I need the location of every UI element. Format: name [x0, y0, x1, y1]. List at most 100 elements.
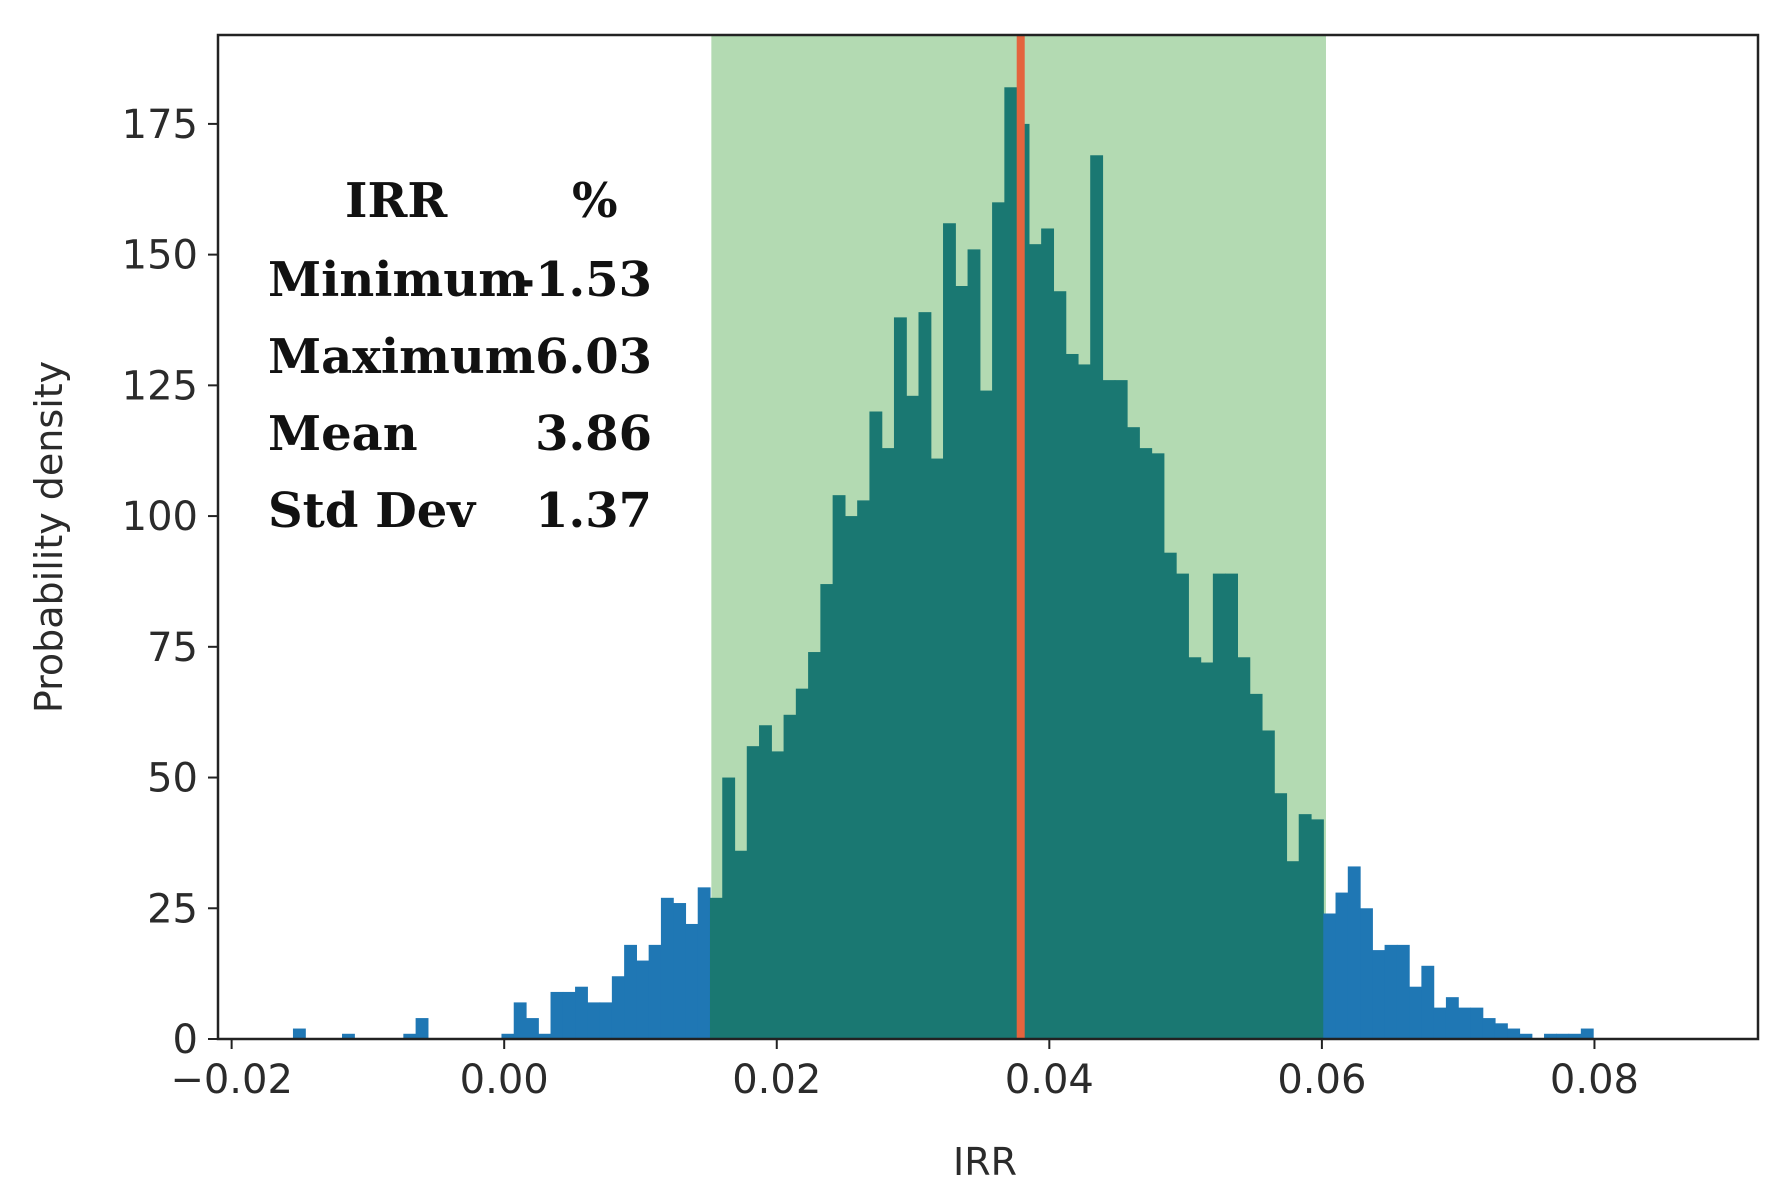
histogram-bar: [1580, 1028, 1594, 1039]
histogram-bar: [1053, 291, 1067, 1040]
stats-max-value: 6.03: [535, 329, 652, 385]
histogram-bar: [893, 317, 907, 1039]
histogram-bar: [1298, 814, 1312, 1039]
histogram-bar: [1347, 866, 1361, 1039]
x-tick-label: 0.00: [460, 1057, 549, 1103]
histogram-bar: [538, 1033, 552, 1039]
histogram-bar: [1077, 364, 1091, 1039]
y-tick-label: 25: [147, 886, 198, 932]
histogram-bar: [1151, 453, 1165, 1039]
histogram-bar: [1470, 1007, 1484, 1039]
stats-min-value: -1.53: [515, 252, 652, 308]
histogram-bar: [1163, 552, 1177, 1039]
x-tick-label: 0.08: [1550, 1057, 1639, 1103]
histogram-bar: [979, 390, 993, 1039]
histogram-bar: [292, 1028, 306, 1039]
x-tick-label: 0.04: [1005, 1057, 1094, 1103]
histogram-bar: [1360, 908, 1373, 1039]
histogram-bar: [1237, 657, 1251, 1039]
stats-header-label: IRR: [345, 173, 448, 229]
histogram-bar: [955, 286, 969, 1039]
histogram-bar: [1188, 657, 1202, 1039]
histogram-bar: [722, 777, 736, 1039]
histogram-bar: [1127, 427, 1140, 1039]
histogram-bar: [943, 223, 956, 1039]
x-tick-label: −0.02: [170, 1057, 293, 1103]
histogram-bar: [697, 887, 711, 1039]
histogram-bar: [685, 923, 699, 1039]
histogram-bar: [906, 395, 920, 1039]
stats-header-unit: %: [572, 173, 618, 229]
histogram-bar: [1384, 944, 1398, 1039]
histogram-bar: [759, 725, 772, 1039]
histogram-bar: [1335, 892, 1349, 1039]
histogram-bar: [820, 584, 834, 1039]
histogram-bar: [1176, 573, 1189, 1039]
stats-table: IRR % Minimum -1.53 Maximum 6.03 Mean 3.…: [268, 173, 652, 539]
stats-mean-label: Mean: [268, 406, 418, 462]
histogram-bar: [930, 458, 944, 1039]
histogram-bar: [1274, 793, 1288, 1039]
x-axis-label: IRR: [953, 1140, 1017, 1184]
histogram-bar: [746, 746, 760, 1039]
y-tick-label: 175: [122, 102, 198, 148]
histogram-bar: [808, 652, 821, 1039]
histogram-bar: [1445, 997, 1459, 1039]
stats-min-label: Minimum: [268, 252, 529, 308]
histogram-bar: [1004, 87, 1018, 1039]
histogram-bar: [403, 1033, 417, 1039]
histogram-bar: [1409, 986, 1422, 1039]
histogram-bar: [1568, 1033, 1582, 1039]
histogram-bar: [513, 1002, 527, 1039]
y-tick-label: 125: [122, 363, 198, 409]
histogram-bar: [1421, 965, 1435, 1039]
y-tick-label: 50: [147, 756, 198, 802]
y-axis-ticks: 0 25 50 75 100 125 150 175: [122, 102, 218, 1063]
histogram-bar: [844, 516, 858, 1039]
histogram-bar: [648, 944, 662, 1039]
histogram-bar: [1556, 1033, 1570, 1039]
histogram-bar: [1396, 944, 1410, 1039]
histogram-bar: [550, 991, 564, 1039]
histogram-bar: [673, 903, 687, 1039]
histogram-bar: [1286, 861, 1300, 1039]
histogram-bar: [1482, 1018, 1496, 1039]
histogram-bar: [918, 312, 932, 1039]
stats-mean-value: 3.86: [535, 406, 652, 462]
histogram-bar: [1261, 730, 1275, 1039]
histogram-bar: [575, 986, 588, 1039]
stats-std-label: Std Dev: [268, 483, 477, 539]
stats-std-value: 1.37: [535, 483, 652, 539]
histogram-bar: [587, 1002, 601, 1039]
histogram-bar: [660, 897, 674, 1039]
histogram-bar: [1323, 913, 1337, 1039]
histogram-bar: [783, 714, 797, 1039]
x-axis-ticks: −0.02 0.00 0.02 0.04 0.06 0.08: [170, 1039, 1639, 1103]
histogram-bar: [1310, 819, 1324, 1039]
histogram-bar: [526, 1018, 539, 1039]
histogram-bar: [1494, 1023, 1508, 1039]
histogram-bar: [342, 1033, 355, 1039]
histogram-bar: [992, 202, 1005, 1040]
histogram-bar: [1519, 1033, 1533, 1039]
histogram-bar: [1249, 693, 1263, 1039]
y-tick-label: 100: [122, 494, 198, 540]
histogram-bar: [1028, 244, 1042, 1039]
histogram-bar: [1090, 155, 1104, 1040]
histogram-bar: [857, 500, 871, 1039]
histogram-bar: [1102, 380, 1116, 1039]
histogram-bar: [1544, 1033, 1557, 1039]
histogram-bar: [1458, 1007, 1472, 1039]
stats-max-label: Maximum: [268, 329, 536, 385]
histogram-bar: [599, 1002, 613, 1039]
histogram-bar: [1139, 448, 1153, 1040]
histogram-bar: [1372, 950, 1386, 1039]
histogram-bar: [636, 960, 650, 1039]
histogram-bar: [1507, 1028, 1521, 1039]
histogram-bar: [1433, 1007, 1447, 1039]
histogram-bar: [771, 751, 785, 1039]
histogram-bars: [292, 87, 1594, 1040]
histogram-bar: [795, 688, 809, 1039]
histogram-bar: [869, 411, 883, 1039]
